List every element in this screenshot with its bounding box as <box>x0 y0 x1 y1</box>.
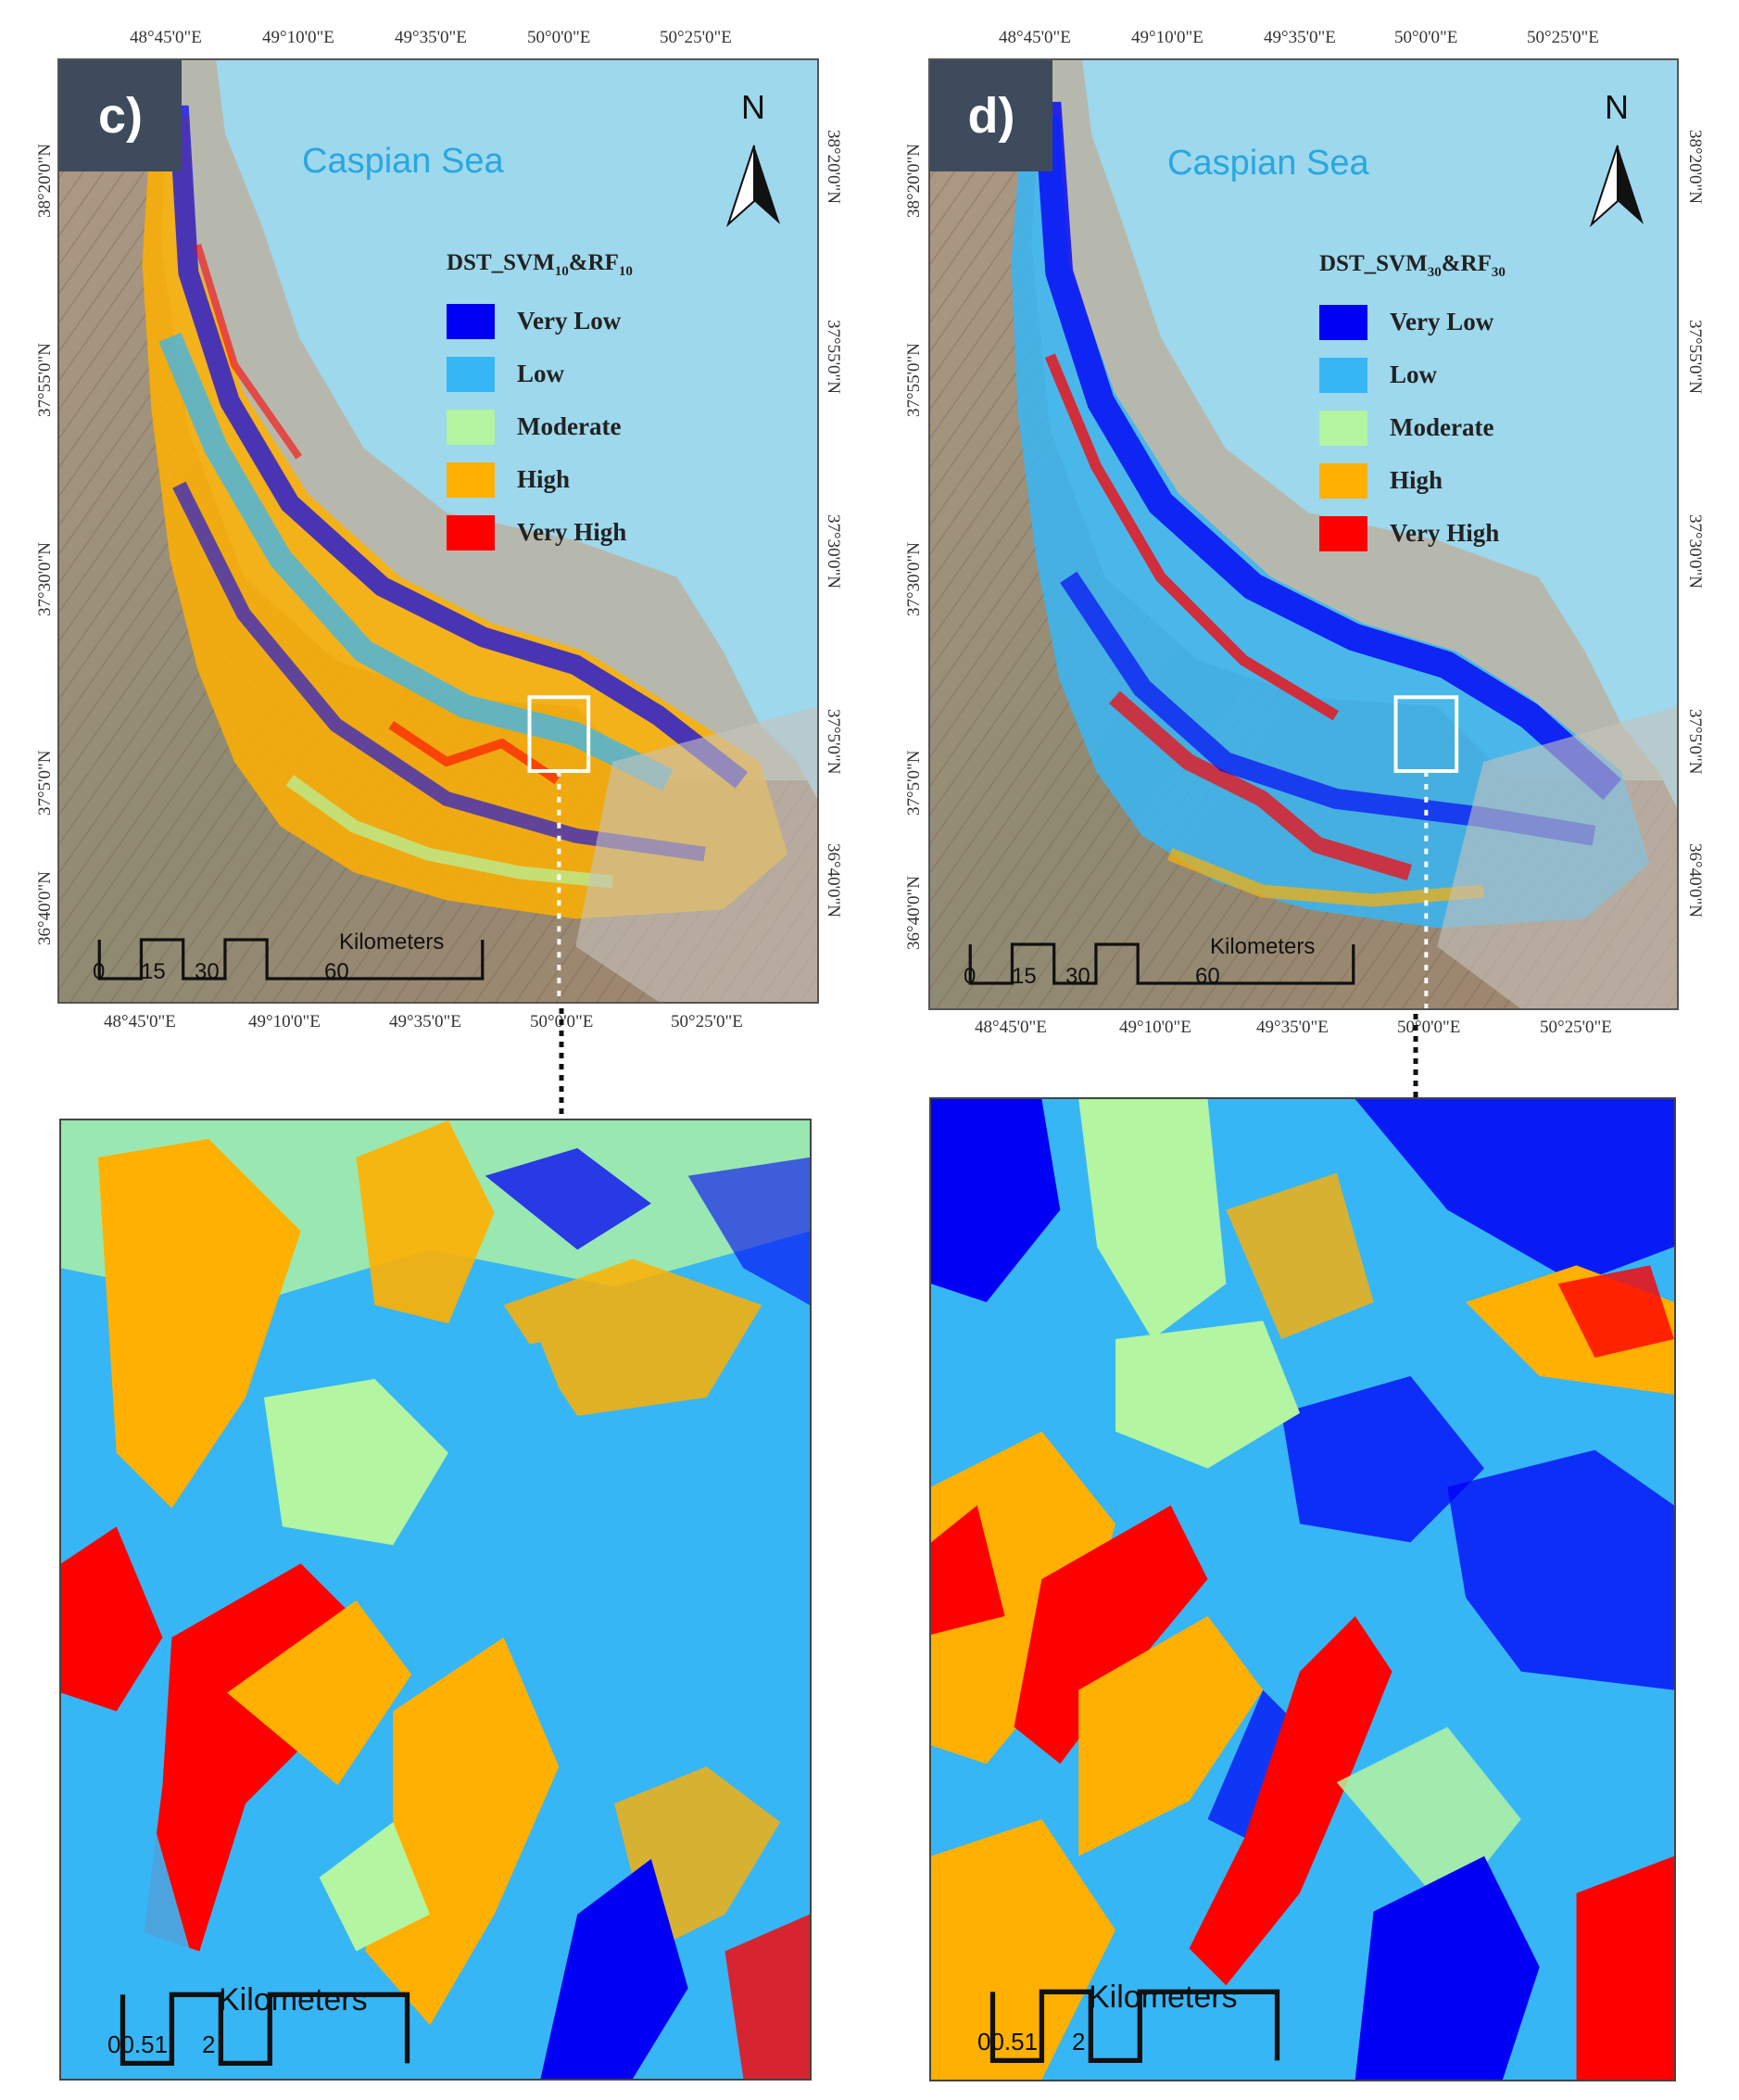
map-panel-c: c) Caspian Sea N DST_SVM10&RF10 Very Low… <box>57 58 819 1004</box>
lon-tick-bottom: 49°35'0"E <box>389 1012 461 1031</box>
lon-tick-bottom: 48°45'0"E <box>104 1012 176 1031</box>
lat-tick-left: 38°20'0"N <box>904 144 924 218</box>
north-arrow: N <box>726 88 782 228</box>
legend-title: DST_SVM10&RF10 <box>447 250 633 279</box>
legend-swatch <box>447 514 495 550</box>
north-label: N <box>1605 88 1629 126</box>
caspian-sea <box>1082 60 1677 808</box>
lat-tick-left: 38°20'0"N <box>35 144 55 218</box>
lon-tick-bottom: 48°45'0"E <box>975 1018 1047 1037</box>
lat-tick-right: 38°20'0"N <box>1685 130 1705 204</box>
legend-item: Very Low <box>447 295 633 348</box>
lat-tick-right: 37°30'0"N <box>824 514 843 588</box>
panel-label: c) <box>59 60 182 171</box>
lon-tick-bottom: 50°0'0"E <box>1397 1018 1461 1037</box>
map-terrain-d <box>930 60 1677 1008</box>
legend-item: Very High <box>447 506 633 559</box>
lat-tick-right: 37°55'0"N <box>824 320 843 394</box>
scale-bar: 0 15 30 60 Kilometers <box>956 927 1355 1001</box>
lat-tick-left: 36°40'0"N <box>904 876 924 950</box>
legend-swatch <box>1319 515 1367 551</box>
lon-tick-top: 49°35'0"E <box>1264 28 1336 47</box>
lat-tick-left: 37°55'0"N <box>35 343 55 417</box>
legend-swatch <box>447 409 495 445</box>
lat-tick-left: 37°30'0"N <box>904 542 924 616</box>
lon-tick-top: 49°10'0"E <box>1131 28 1203 47</box>
lon-tick-bottom: 50°25'0"E <box>1540 1018 1612 1037</box>
inset-map-d: Kilometers 00.51 2 <box>929 1097 1676 2081</box>
lat-tick-right: 37°5'0"N <box>824 709 843 775</box>
sea-label: Caspian Sea <box>1167 144 1369 183</box>
panel-label: d) <box>930 60 1052 171</box>
map-terrain-c <box>59 60 817 1002</box>
legend-swatch <box>447 356 495 392</box>
inset-scale-bar: Kilometers 00.51 2 <box>968 1980 1283 2064</box>
lat-tick-right: 37°30'0"N <box>1685 514 1705 588</box>
lon-tick-top: 49°10'0"E <box>262 28 334 47</box>
lat-tick-left: 37°30'0"N <box>35 542 55 616</box>
legend-item: Moderate <box>447 400 633 453</box>
lon-tick-top: 49°35'0"E <box>395 28 467 47</box>
lat-tick-left: 37°55'0"N <box>904 343 924 417</box>
inset-raster-d <box>931 1099 1674 2080</box>
lon-tick-top: 50°25'0"E <box>660 28 732 47</box>
caspian-sea <box>216 60 817 799</box>
lat-tick-right: 36°40'0"N <box>824 843 843 917</box>
legend-item: High <box>1319 454 1506 507</box>
lat-tick-left: 36°40'0"N <box>35 871 55 945</box>
inset-raster-c <box>61 1120 810 2079</box>
inset-scale-bar: Kilometers 00.51 2 <box>98 1982 413 2067</box>
lon-tick-top: 50°25'0"E <box>1527 28 1599 47</box>
lon-tick-bottom: 50°25'0"E <box>671 1012 743 1031</box>
map-panel-d: d) Caspian Sea N DST_SVM30&RF30 Very Low… <box>928 58 1679 1010</box>
lat-tick-right: 37°5'0"N <box>1685 709 1705 775</box>
legend: DST_SVM30&RF30 Very Low Low Moderate Hig… <box>1319 251 1506 560</box>
lat-tick-right: 37°55'0"N <box>1685 320 1705 394</box>
legend-item: Very Low <box>1319 296 1506 348</box>
legend-swatch <box>447 462 495 498</box>
north-arrow-icon <box>726 145 780 228</box>
legend-swatch <box>1319 410 1367 446</box>
inset-connector-d <box>1413 1014 1418 1097</box>
legend-item: Moderate <box>1319 401 1506 454</box>
lon-tick-top: 48°45'0"E <box>999 28 1071 47</box>
lon-tick-bottom: 49°10'0"E <box>1119 1018 1191 1037</box>
legend-swatch <box>447 303 495 339</box>
lon-tick-top: 50°0'0"E <box>1394 28 1458 47</box>
north-arrow-icon <box>1590 145 1644 228</box>
north-label: N <box>741 88 765 126</box>
lon-tick-bottom: 49°35'0"E <box>1256 1018 1329 1037</box>
inset-map-c: Kilometers 00.51 2 <box>59 1119 812 2081</box>
legend-swatch <box>1319 304 1367 340</box>
legend: DST_SVM10&RF10 Very Low Low Moderate Hig… <box>447 250 633 559</box>
lon-tick-top: 50°0'0"E <box>527 28 591 47</box>
legend-item: Low <box>447 348 633 400</box>
scale-bar: 0 15 30 60 Kilometers <box>85 922 485 996</box>
sea-label: Caspian Sea <box>302 142 504 181</box>
lat-tick-right: 38°20'0"N <box>824 130 843 204</box>
lat-tick-left: 37°5'0"N <box>35 750 55 816</box>
lat-tick-left: 37°5'0"N <box>904 750 924 816</box>
legend-swatch <box>1319 357 1367 393</box>
legend-item: High <box>447 453 633 506</box>
legend-swatch <box>1319 462 1367 499</box>
lon-tick-bottom: 49°10'0"E <box>248 1012 321 1031</box>
inset-connector-c <box>559 1008 564 1120</box>
lat-tick-right: 36°40'0"N <box>1685 843 1705 917</box>
north-arrow: N <box>1590 88 1645 228</box>
legend-item: Low <box>1319 348 1506 401</box>
legend-title: DST_SVM30&RF30 <box>1319 251 1506 280</box>
legend-item: Very High <box>1319 507 1506 560</box>
lon-tick-top: 48°45'0"E <box>130 28 202 47</box>
